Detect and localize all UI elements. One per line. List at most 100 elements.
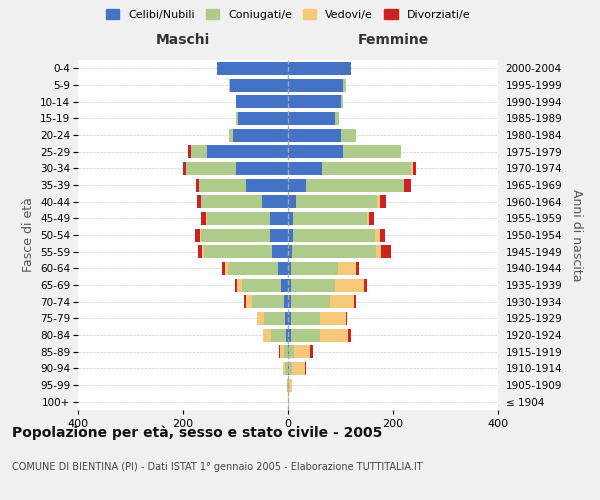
Legend: Celibi/Nubili, Coniugati/e, Vedovi/e, Divorziati/e: Celibi/Nubili, Coniugati/e, Vedovi/e, Di… bbox=[103, 6, 473, 24]
Bar bbox=[269, 212, 288, 225]
Bar bbox=[412, 162, 413, 175]
Bar bbox=[206, 212, 269, 225]
Bar bbox=[296, 195, 377, 208]
Bar bbox=[281, 278, 288, 291]
Bar bbox=[284, 295, 288, 308]
Bar bbox=[288, 378, 289, 392]
Bar bbox=[202, 195, 262, 208]
Bar bbox=[289, 345, 295, 358]
Bar bbox=[265, 312, 286, 325]
Y-axis label: Anni di nascita: Anni di nascita bbox=[570, 188, 583, 281]
Bar bbox=[343, 145, 401, 158]
Bar bbox=[305, 362, 306, 375]
Bar bbox=[290, 262, 338, 275]
Bar bbox=[288, 328, 290, 342]
Bar bbox=[290, 312, 320, 325]
Bar bbox=[269, 228, 288, 241]
Bar bbox=[346, 312, 347, 325]
Bar bbox=[202, 245, 204, 258]
Bar bbox=[235, 162, 288, 175]
Bar bbox=[295, 345, 310, 358]
Bar bbox=[322, 162, 412, 175]
Bar bbox=[335, 278, 364, 291]
Bar bbox=[288, 362, 289, 375]
Bar bbox=[236, 278, 242, 291]
Bar bbox=[262, 195, 288, 208]
Bar bbox=[191, 145, 206, 158]
Bar bbox=[288, 178, 307, 192]
Bar bbox=[263, 328, 271, 342]
Bar bbox=[197, 195, 202, 208]
Text: Maschi: Maschi bbox=[156, 32, 210, 46]
Bar bbox=[253, 295, 284, 308]
Bar bbox=[202, 212, 206, 225]
Bar bbox=[196, 178, 199, 192]
Bar bbox=[288, 128, 341, 141]
Bar bbox=[380, 195, 386, 208]
Bar bbox=[374, 228, 380, 241]
Bar bbox=[183, 162, 185, 175]
Bar bbox=[370, 212, 374, 225]
Bar bbox=[380, 228, 385, 241]
Bar bbox=[307, 178, 404, 192]
Bar bbox=[233, 128, 288, 141]
Bar bbox=[288, 78, 343, 92]
Bar bbox=[277, 262, 288, 275]
Bar bbox=[227, 262, 277, 275]
Bar bbox=[292, 362, 305, 375]
Bar bbox=[229, 128, 233, 141]
Bar bbox=[335, 112, 340, 125]
Bar bbox=[288, 212, 293, 225]
Bar bbox=[288, 295, 290, 308]
Bar bbox=[376, 245, 382, 258]
Bar bbox=[356, 262, 359, 275]
Bar bbox=[217, 62, 288, 75]
Bar bbox=[293, 228, 374, 241]
Bar bbox=[225, 262, 227, 275]
Bar bbox=[230, 78, 288, 92]
Bar bbox=[343, 78, 346, 92]
Bar bbox=[288, 228, 293, 241]
Bar bbox=[235, 95, 288, 108]
Bar bbox=[244, 295, 246, 308]
Bar bbox=[289, 362, 292, 375]
Bar bbox=[404, 178, 412, 192]
Bar bbox=[289, 378, 292, 392]
Bar bbox=[204, 245, 272, 258]
Bar bbox=[288, 145, 343, 158]
Bar bbox=[238, 112, 288, 125]
Bar bbox=[202, 228, 269, 241]
Text: COMUNE DI BIENTINA (PI) - Dati ISTAT 1° gennaio 2005 - Elaborazione TUTTITALIA.I: COMUNE DI BIENTINA (PI) - Dati ISTAT 1° … bbox=[12, 462, 422, 472]
Bar bbox=[288, 245, 292, 258]
Bar bbox=[290, 278, 335, 291]
Bar bbox=[290, 328, 320, 342]
Bar bbox=[246, 295, 252, 308]
Bar bbox=[367, 212, 370, 225]
Bar bbox=[287, 378, 288, 392]
Bar bbox=[284, 345, 288, 358]
Bar bbox=[288, 62, 351, 75]
Bar bbox=[288, 312, 290, 325]
Bar bbox=[235, 112, 238, 125]
Bar bbox=[338, 262, 356, 275]
Bar bbox=[353, 295, 356, 308]
Text: Femmine: Femmine bbox=[358, 32, 428, 46]
Bar bbox=[341, 128, 356, 141]
Bar bbox=[320, 312, 346, 325]
Bar bbox=[246, 178, 288, 192]
Bar bbox=[185, 162, 235, 175]
Bar bbox=[288, 395, 289, 408]
Bar bbox=[293, 212, 367, 225]
Bar bbox=[242, 278, 281, 291]
Bar bbox=[286, 362, 288, 375]
Bar bbox=[290, 295, 330, 308]
Bar bbox=[288, 345, 289, 358]
Bar bbox=[194, 228, 200, 241]
Bar bbox=[288, 195, 296, 208]
Bar bbox=[288, 112, 335, 125]
Bar bbox=[288, 95, 341, 108]
Bar bbox=[288, 262, 290, 275]
Bar bbox=[278, 345, 280, 358]
Bar bbox=[198, 245, 202, 258]
Bar bbox=[310, 345, 313, 358]
